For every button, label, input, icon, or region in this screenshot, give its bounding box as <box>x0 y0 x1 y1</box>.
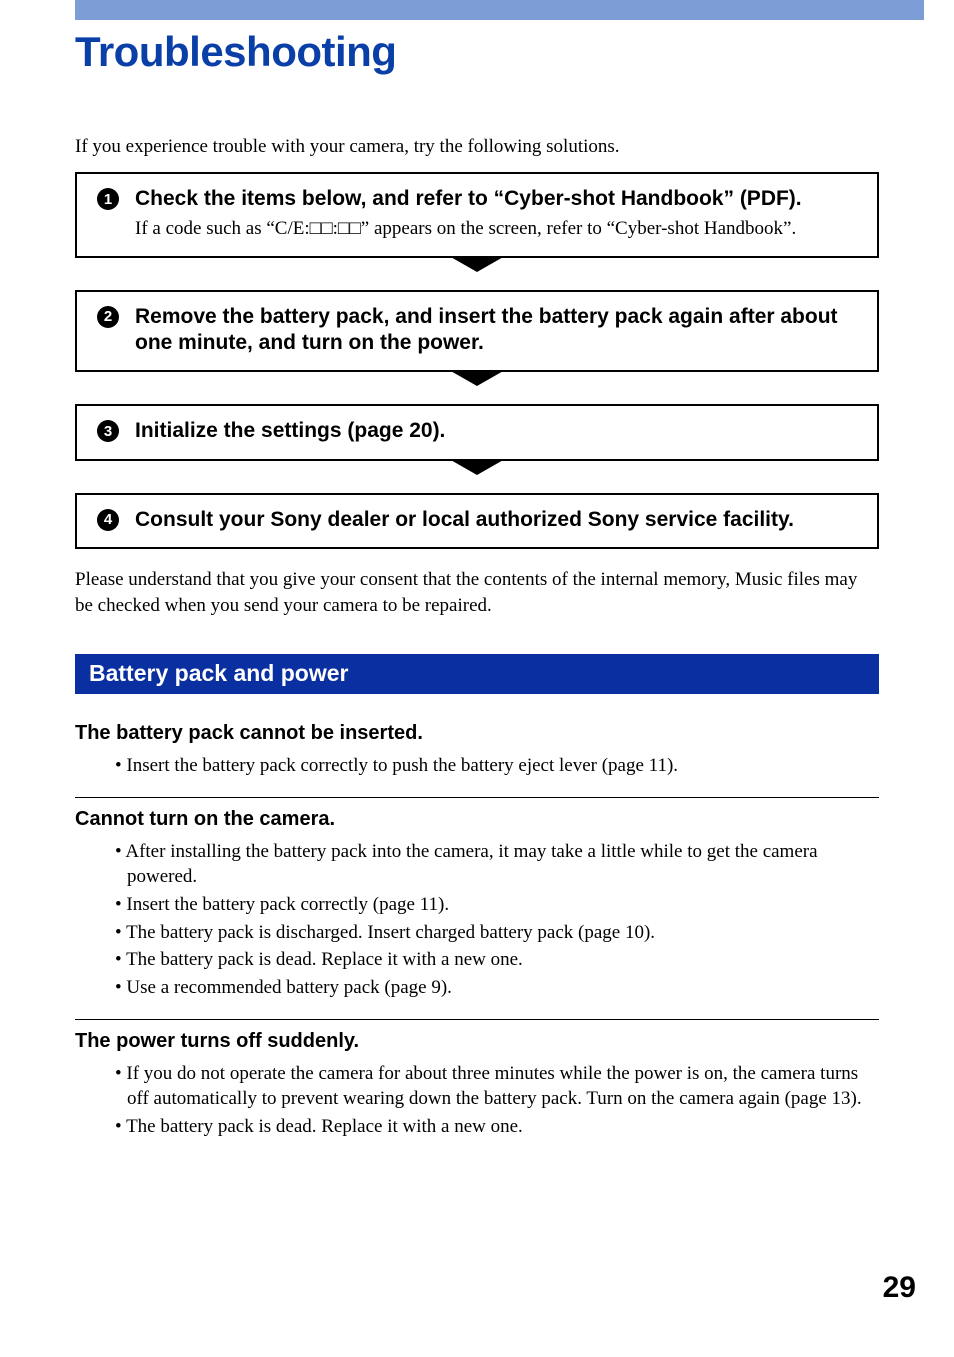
step-title: Consult your Sony dealer or local author… <box>135 507 857 533</box>
issue-title: Cannot turn on the camera. <box>75 808 879 831</box>
issue-block: The power turns off suddenly. If you do … <box>75 1019 879 1158</box>
issue-item: The battery pack is dead. Replace it wit… <box>115 947 879 973</box>
step-title: Initialize the settings (page 20). <box>135 418 857 444</box>
flow-arrow <box>75 256 879 272</box>
flow-arrow <box>75 370 879 386</box>
issue-item: Use a recommended battery pack (page 9). <box>115 975 879 1001</box>
arrow-down-icon <box>449 370 505 386</box>
issue-title: The battery pack cannot be inserted. <box>75 722 879 745</box>
issue-item: If you do not operate the camera for abo… <box>115 1061 879 1112</box>
issue-item: The battery pack is discharged. Insert c… <box>115 920 879 946</box>
issue-block: Cannot turn on the camera. After install… <box>75 797 879 1019</box>
step-title: Check the items below, and refer to “Cyb… <box>135 186 857 212</box>
issue-item: After installing the battery pack into t… <box>115 839 879 890</box>
page-number: 29 <box>883 1271 916 1305</box>
step-box-4: 4 Consult your Sony dealer or local auth… <box>75 493 879 549</box>
step-number-badge: 1 <box>97 188 119 210</box>
step-number-badge: 4 <box>97 509 119 531</box>
page-title: Troubleshooting <box>75 28 879 76</box>
issue-title: The power turns off suddenly. <box>75 1030 879 1053</box>
step-box-1: 1 Check the items below, and refer to “C… <box>75 172 879 258</box>
header-accent-bar <box>75 0 924 20</box>
arrow-down-icon <box>449 459 505 475</box>
issue-item: Insert the battery pack correctly to pus… <box>115 753 879 779</box>
section-heading: Battery pack and power <box>75 654 879 694</box>
intro-text: If you experience trouble with your came… <box>75 136 879 158</box>
issue-item: Insert the battery pack correctly (page … <box>115 892 879 918</box>
flow-arrow <box>75 459 879 475</box>
arrow-down-icon <box>449 256 505 272</box>
step-title: Remove the battery pack, and insert the … <box>135 304 857 357</box>
step-number-badge: 2 <box>97 306 119 328</box>
consent-text: Please understand that you give your con… <box>75 567 879 618</box>
step-description: If a code such as “C/E:□□:□□” appears on… <box>135 216 857 242</box>
step-box-2: 2 Remove the battery pack, and insert th… <box>75 290 879 373</box>
step-number-badge: 3 <box>97 420 119 442</box>
issue-block: The battery pack cannot be inserted. Ins… <box>75 722 879 797</box>
step-box-3: 3 Initialize the settings (page 20). <box>75 404 879 460</box>
issue-item: The battery pack is dead. Replace it wit… <box>115 1114 879 1140</box>
